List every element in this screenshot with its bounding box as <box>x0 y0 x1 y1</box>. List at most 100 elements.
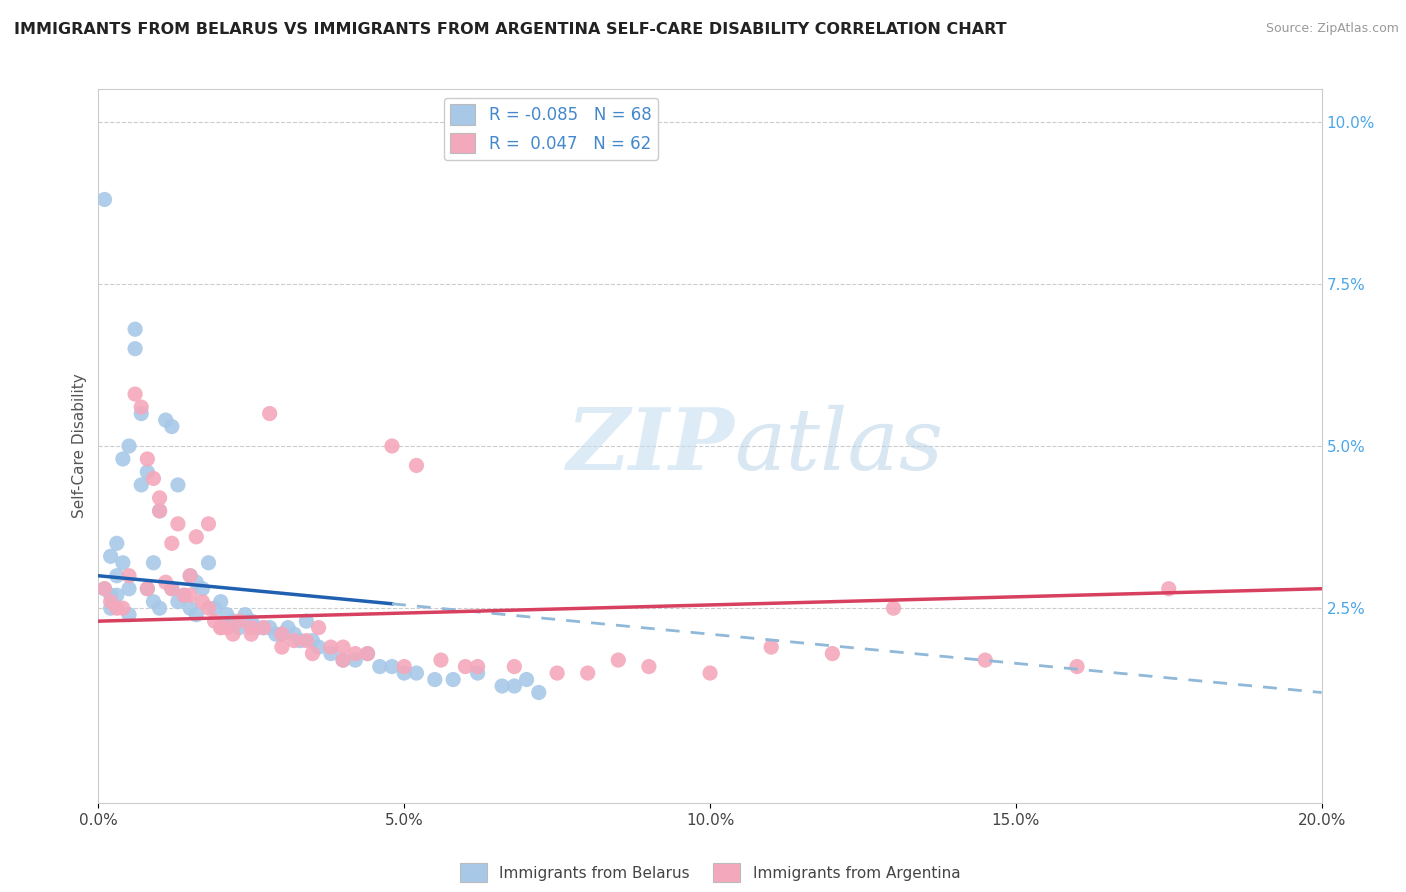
Point <box>516 673 538 687</box>
Point <box>186 530 208 544</box>
Point <box>295 633 318 648</box>
Point <box>93 582 115 596</box>
Point <box>259 407 281 421</box>
Point <box>204 601 226 615</box>
Point <box>546 666 568 681</box>
Point <box>160 582 183 596</box>
Text: IMMIGRANTS FROM BELARUS VS IMMIGRANTS FROM ARGENTINA SELF-CARE DISABILITY CORREL: IMMIGRANTS FROM BELARUS VS IMMIGRANTS FR… <box>14 22 1007 37</box>
Point <box>136 465 159 479</box>
Point <box>308 640 330 654</box>
Point <box>246 621 269 635</box>
Point <box>392 666 416 681</box>
Point <box>191 582 214 596</box>
Point <box>197 516 219 531</box>
Point <box>228 621 250 635</box>
Point <box>308 621 330 635</box>
Point <box>149 504 172 518</box>
Point <box>974 653 997 667</box>
Point <box>222 627 245 641</box>
Point <box>607 653 630 667</box>
Point <box>93 582 115 596</box>
Point <box>186 607 208 622</box>
Text: atlas: atlas <box>734 405 943 487</box>
Point <box>167 478 190 492</box>
Point <box>142 595 165 609</box>
Point <box>1066 659 1088 673</box>
Point <box>368 659 391 673</box>
Point <box>124 322 146 336</box>
Point <box>344 647 367 661</box>
Point <box>197 556 219 570</box>
Point <box>319 640 342 654</box>
Point <box>228 614 250 628</box>
Point <box>124 387 146 401</box>
Point <box>290 633 312 648</box>
Point <box>129 407 152 421</box>
Point <box>204 614 226 628</box>
Point <box>179 568 201 582</box>
Point <box>100 601 122 615</box>
Point <box>270 627 292 641</box>
Point <box>319 647 342 661</box>
Point <box>149 491 172 505</box>
Point <box>149 504 172 518</box>
Point <box>155 413 177 427</box>
Point <box>118 568 141 582</box>
Point <box>381 659 404 673</box>
Point <box>173 588 195 602</box>
Point <box>93 193 115 207</box>
Point <box>209 621 232 635</box>
Point <box>209 621 232 635</box>
Point <box>270 640 292 654</box>
Point <box>283 627 305 641</box>
Point <box>209 595 232 609</box>
Point <box>637 659 661 673</box>
Point <box>356 647 378 661</box>
Point <box>759 640 782 654</box>
Point <box>155 575 177 590</box>
Point <box>173 588 195 602</box>
Point <box>179 588 201 602</box>
Point <box>197 601 219 615</box>
Point <box>277 621 299 635</box>
Point <box>186 575 208 590</box>
Point <box>111 601 134 615</box>
Point <box>105 601 128 615</box>
Point <box>381 439 404 453</box>
Point <box>118 582 141 596</box>
Point <box>392 659 416 673</box>
Point <box>105 568 128 582</box>
Point <box>142 556 165 570</box>
Point <box>332 653 354 667</box>
Point <box>467 666 489 681</box>
Point <box>136 582 159 596</box>
Point <box>100 549 122 564</box>
Point <box>149 601 172 615</box>
Point <box>111 452 134 467</box>
Point <box>699 666 721 681</box>
Point <box>240 621 263 635</box>
Point <box>356 647 378 661</box>
Point <box>405 458 427 473</box>
Point <box>142 471 165 485</box>
Point <box>191 595 214 609</box>
Legend: Immigrants from Belarus, Immigrants from Argentina: Immigrants from Belarus, Immigrants from… <box>454 857 966 888</box>
Point <box>105 588 128 602</box>
Point <box>105 536 128 550</box>
Point <box>332 640 354 654</box>
Point <box>423 673 446 687</box>
Point <box>1157 582 1180 596</box>
Point <box>259 621 281 635</box>
Point <box>467 659 489 673</box>
Point <box>503 679 526 693</box>
Point <box>167 516 190 531</box>
Point <box>160 582 183 596</box>
Point <box>124 342 146 356</box>
Point <box>167 595 190 609</box>
Point <box>118 439 141 453</box>
Point <box>301 633 323 648</box>
Point <box>252 621 274 635</box>
Point <box>430 653 453 667</box>
Point <box>215 621 238 635</box>
Point <box>441 673 464 687</box>
